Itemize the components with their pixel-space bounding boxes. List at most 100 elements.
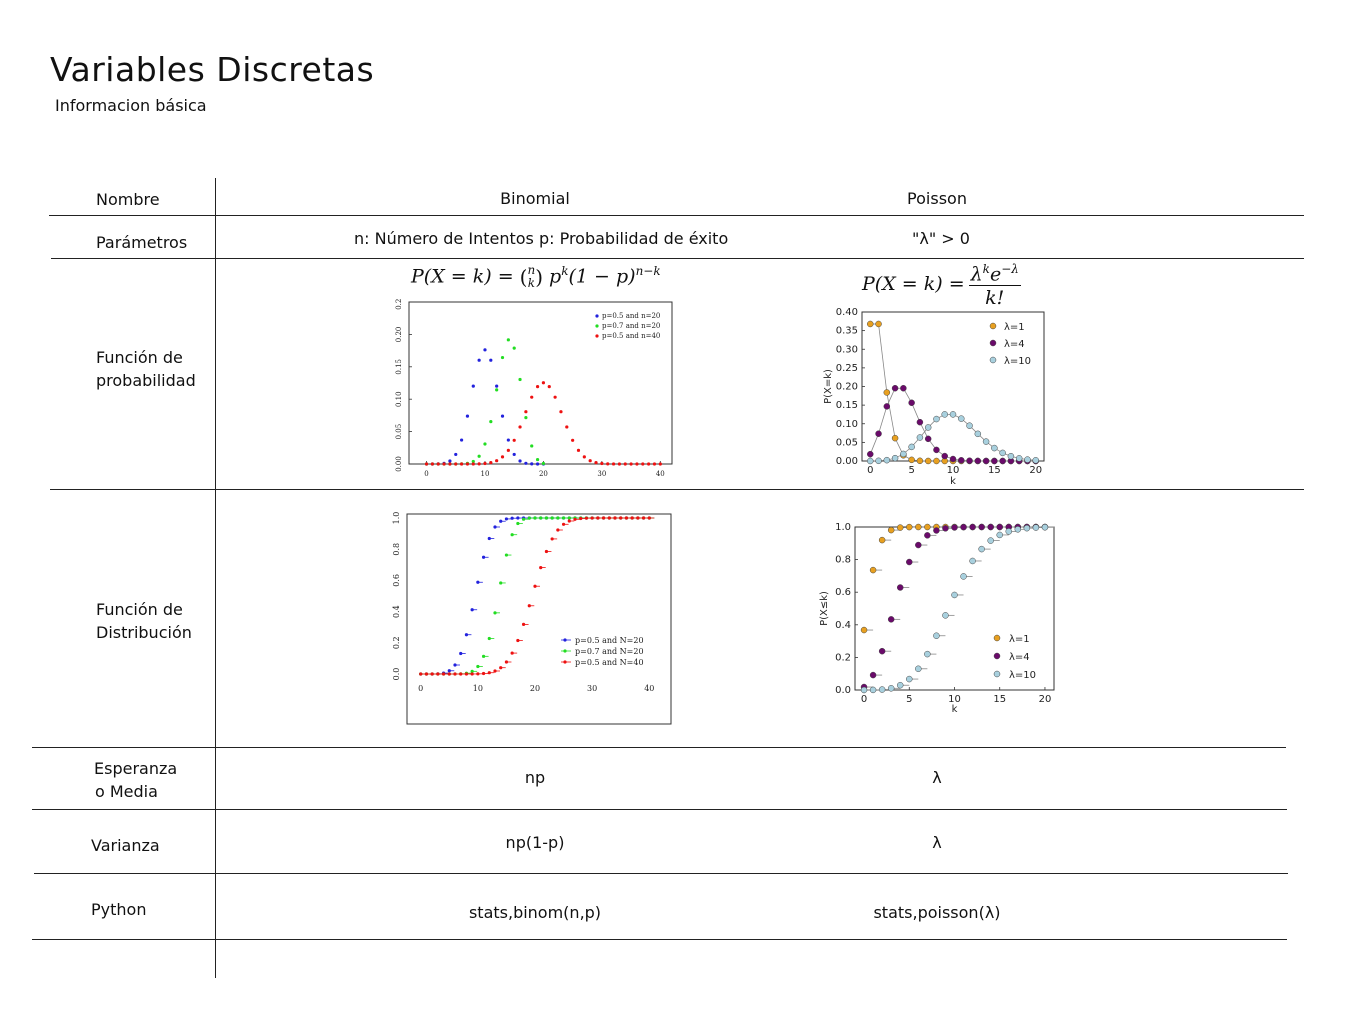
data-point: [1041, 524, 1049, 531]
y-tick-label: 0.4: [392, 605, 401, 618]
legend-marker: [595, 334, 599, 338]
page-subtitle: Informacion básica: [55, 96, 207, 115]
data-point: [504, 660, 509, 664]
legend-label: λ=4: [1004, 339, 1025, 350]
legend-marker: [595, 324, 599, 328]
plot-area: [861, 311, 1045, 462]
data-point: [1005, 528, 1013, 535]
data-point: [606, 462, 610, 466]
data-point: [459, 651, 463, 656]
data-point: [471, 462, 475, 466]
legend-marker: [595, 314, 599, 318]
binomial-mean: np: [524, 768, 546, 787]
data-point: [556, 516, 560, 520]
data-point: [524, 461, 528, 465]
series-3: [419, 516, 655, 676]
y-tick-label: 0.8: [835, 555, 851, 566]
data-point: [447, 672, 451, 676]
legend-label: p=0.5 and n=40: [602, 332, 660, 340]
data-point: [547, 385, 551, 389]
data-point: [576, 448, 581, 452]
data-point: [630, 516, 634, 520]
data-point: [987, 537, 994, 544]
data-point: [588, 459, 592, 463]
legend-marker: [989, 339, 997, 347]
row-label-funcion-probabilidad: Función de probabilidad: [96, 348, 196, 390]
data-point: [951, 524, 958, 531]
series-3: [860, 524, 1054, 694]
data-point: [516, 521, 520, 526]
x-tick-label: 10: [481, 470, 490, 478]
poisson-pmf-chart: 0 5 10 15 20 0.00 0.05 0.10 0.15 0.20 0.25 0.30 0.35…: [823, 307, 1045, 486]
data-point: [887, 685, 895, 692]
data-point: [915, 665, 922, 673]
data-point: [978, 545, 985, 553]
data-point: [887, 526, 895, 534]
data-point: [521, 517, 526, 521]
data-point: [891, 454, 899, 462]
data-point: [974, 457, 982, 465]
data-point: [524, 416, 528, 420]
data-point: [891, 384, 899, 392]
data-point: [887, 616, 895, 623]
x-tick-label: 0: [861, 694, 867, 705]
data-point: [924, 523, 931, 531]
data-point: [465, 414, 470, 418]
y-tick-label: 0.25: [836, 363, 858, 374]
legend-marker: [993, 634, 1001, 642]
data-point: [477, 462, 481, 466]
data-point: [978, 523, 985, 531]
legend-label: p=0.5 and n=20: [602, 312, 660, 320]
row-divider: [32, 939, 1287, 940]
y-tick-label: 0.15: [395, 359, 403, 375]
data-point: [867, 457, 874, 465]
data-point: [516, 638, 520, 643]
data-point: [584, 516, 589, 520]
data-point: [607, 516, 611, 520]
data-point: [982, 457, 990, 465]
row-divider: [34, 873, 1288, 874]
x-tick-label: 0: [424, 470, 428, 478]
data-point: [464, 633, 469, 637]
row-label-esperanza: Esperanza o Media: [94, 759, 178, 801]
plot-area: [408, 301, 673, 465]
data-point: [999, 457, 1006, 465]
y-tick-label: 0.05: [836, 437, 858, 448]
data-point: [471, 384, 475, 388]
data-point: [924, 457, 932, 465]
legend-label: p=0.5 and N=40: [575, 658, 644, 667]
data-point: [933, 446, 940, 454]
data-point: [611, 462, 616, 466]
data-point: [908, 399, 915, 407]
data-point: [424, 462, 429, 466]
y-tick-label: 0.10: [836, 419, 858, 430]
data-point: [991, 457, 998, 465]
data-point: [460, 438, 464, 442]
data-point: [999, 449, 1006, 457]
poisson-cdf-chart: 0 5 10 15 20 0.0 0.2 0.4 0.6 0.8 1.0 k P(X≤k) λ=1 λ=4 λ…: [819, 522, 1055, 714]
data-point: [1024, 456, 1031, 463]
y-tick-label: 0.20: [836, 382, 858, 393]
data-point: [436, 462, 440, 466]
data-point: [527, 604, 531, 608]
x-tick-label: 15: [988, 465, 1001, 476]
data-point: [559, 410, 563, 414]
data-point: [499, 519, 503, 523]
binomial-python: stats,binom(n,p): [468, 903, 602, 922]
x-tick-label: 30: [587, 684, 597, 693]
data-point: [510, 516, 514, 520]
data-point: [991, 444, 998, 452]
data-point: [582, 455, 586, 459]
data-point: [506, 338, 510, 342]
data-point: [530, 462, 534, 466]
x-axis-title: k: [952, 704, 958, 714]
data-point: [561, 516, 566, 520]
data-point: [518, 377, 522, 382]
data-point: [617, 462, 621, 466]
data-point: [1015, 455, 1023, 462]
legend-label: λ=4: [1009, 652, 1030, 663]
data-point: [996, 523, 1003, 531]
data-point: [530, 444, 534, 448]
x-tick-label: 20: [530, 684, 540, 693]
y-tick-label: 0.6: [835, 587, 851, 598]
